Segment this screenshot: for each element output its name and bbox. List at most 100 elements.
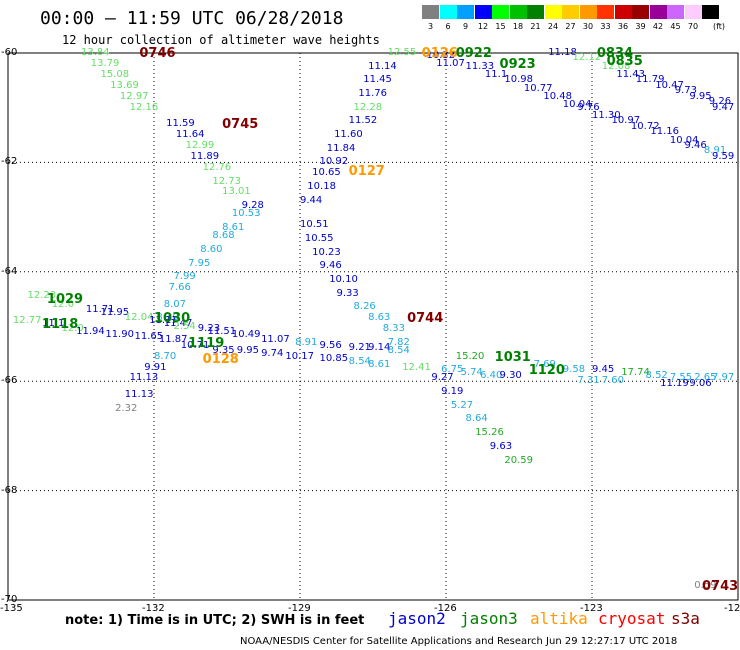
wave-height-label: 11.19 <box>660 377 689 389</box>
wave-height-label: 12.73 <box>212 175 242 187</box>
scale-swatch <box>632 5 649 19</box>
pass-time-label: 1030 <box>154 311 191 327</box>
scale-swatch <box>422 5 439 19</box>
wave-height-label: 9.14 <box>368 342 391 354</box>
wave-height-label: 9.26 <box>708 96 732 108</box>
wave-height-label: 12.55 <box>387 47 417 58</box>
scale-value-label: 6 <box>445 22 451 31</box>
wave-height-label: 9.95 <box>236 345 259 357</box>
satellite-legend-altika: altika <box>530 609 588 628</box>
wave-height-label: 11.16 <box>650 126 680 138</box>
satellite-legend-cryosat: cryosat <box>598 609 666 628</box>
scale-swatch <box>527 5 544 19</box>
wave-height-label: 9.74 <box>261 347 284 359</box>
wave-height-label: 12.0 <box>51 298 75 310</box>
wave-height-label: 9.23 <box>197 323 221 335</box>
wave-height-label: 8.54 <box>348 356 371 368</box>
wave-height-label: 10.92 <box>319 156 349 168</box>
wave-height-label: 12.28 <box>353 101 383 113</box>
scale-swatch <box>492 5 509 19</box>
wave-height-label: 9.47 <box>712 101 735 113</box>
wave-height-label: 9.35 <box>212 345 235 357</box>
longitude-label: -135 <box>0 603 23 614</box>
wave-height-label: 11.52 <box>348 115 378 127</box>
latitude-label: -60 <box>1 47 18 58</box>
wave-height-label: 10.72 <box>630 120 660 132</box>
wave-height-label: 11.95 <box>100 306 130 318</box>
wave-height-label: 10.97 <box>611 115 641 127</box>
scale-value-label: 3 <box>427 22 434 31</box>
wave-height-label: 11.1 <box>484 68 508 80</box>
wave-height-label: 10.77 <box>523 82 553 94</box>
wave-height-label: 9.56 <box>319 339 342 351</box>
wave-height-label: 10.17 <box>285 350 315 362</box>
wave-height-label: 11.64 <box>175 129 205 141</box>
page-title: 00:00 – 11:59 UTC 06/28/2018 <box>40 8 344 29</box>
wave-height-label: 8.26 <box>353 301 376 313</box>
wave-height-label: 8.60 <box>200 243 223 255</box>
wave-height-label: 11.84 <box>326 142 356 154</box>
wave-height-label: 15.26 <box>475 427 504 439</box>
wave-height-label: 5.27 <box>450 399 474 411</box>
scale-swatch <box>649 5 667 19</box>
wave-height-label: 9.28 <box>241 200 264 212</box>
wave-height-label: 8.30 <box>156 312 179 324</box>
wave-height-label: 7.97 <box>712 372 735 384</box>
latitude-label: -64 <box>1 265 18 277</box>
wave-height-label: 10.04 <box>669 134 699 146</box>
wave-height-label: 9.91 <box>144 361 167 373</box>
scale-value-label: 12 <box>477 22 489 31</box>
scale-swatch <box>684 5 702 19</box>
pass-time-label: 0746 <box>139 46 176 61</box>
wave-height-label: 10.23 <box>312 246 341 258</box>
latitude-label: -66 <box>1 375 18 387</box>
pass-time-label: 1120 <box>528 363 565 379</box>
wave-height-label: 8.54 <box>387 345 410 357</box>
footer-note: note: 1) Time is in UTC; 2) SWH is in fe… <box>65 613 365 628</box>
wave-height-label: 9.59 <box>712 150 735 162</box>
wave-height-label: 7.31 <box>577 375 600 387</box>
scale-value-label: 27 <box>565 22 576 31</box>
page-subtitle: 12 hour collection of altimeter wave hei… <box>62 33 380 47</box>
wave-height-label: 10.51 <box>300 219 329 231</box>
wave-height-label: 9.45 <box>592 364 615 376</box>
wave-height-label: 6.75 <box>441 364 464 376</box>
wave-height-label: 12.76 <box>202 161 232 173</box>
scale-value-label: 45 <box>670 22 681 31</box>
scale-swatch <box>544 5 562 19</box>
wave-height-label: 17.74 <box>621 366 650 378</box>
wave-height-label: 11.07 <box>261 334 290 346</box>
wave-height-label: 8.91 <box>295 336 318 348</box>
wave-height-label: 11.60 <box>334 129 363 141</box>
wave-height-label: 10.18 <box>307 181 336 192</box>
scale-value-label: 33 <box>600 22 611 31</box>
wave-height-label: 8.63 <box>368 312 391 324</box>
wave-height-label: 10.49 <box>231 328 261 340</box>
wave-height-label: 8.91 <box>703 145 727 157</box>
wave-height-label: 13.69 <box>110 79 139 91</box>
wave-height-label: 9.06 <box>689 377 712 389</box>
pass-time-label: 1118 <box>42 316 79 332</box>
wave-height-label: 7.82 <box>387 336 410 348</box>
latitude-label: -70 <box>1 594 18 605</box>
wave-height-label: 11.87 <box>158 334 188 346</box>
wave-height-label: 8.61 <box>368 358 391 370</box>
wave-height-label: 9.95 <box>689 90 712 102</box>
wave-height-label: 12.0 <box>61 323 84 335</box>
wave-height-label: 10.32 <box>426 49 456 61</box>
wave-height-label: 13.84 <box>81 47 110 58</box>
wave-height-label: 11.47 <box>163 317 193 329</box>
wave-height-label: 11.45 <box>363 74 392 86</box>
wave-height-label: 7.60 <box>601 375 624 387</box>
pass-time-label: 0745 <box>222 117 259 133</box>
pass-time-label: 0922 <box>455 46 492 61</box>
scale-unit-label: (ft) <box>713 22 726 31</box>
scale-swatch <box>509 5 527 19</box>
scale-value-label: 21 <box>530 22 541 31</box>
longitude-label: -120 <box>724 603 740 614</box>
wave-height-label: 11.13 <box>129 372 159 384</box>
wave-height-label: 7.66 <box>168 282 191 294</box>
pass-time-label: 0835 <box>606 54 643 70</box>
scale-value-label: 9 <box>462 22 469 31</box>
